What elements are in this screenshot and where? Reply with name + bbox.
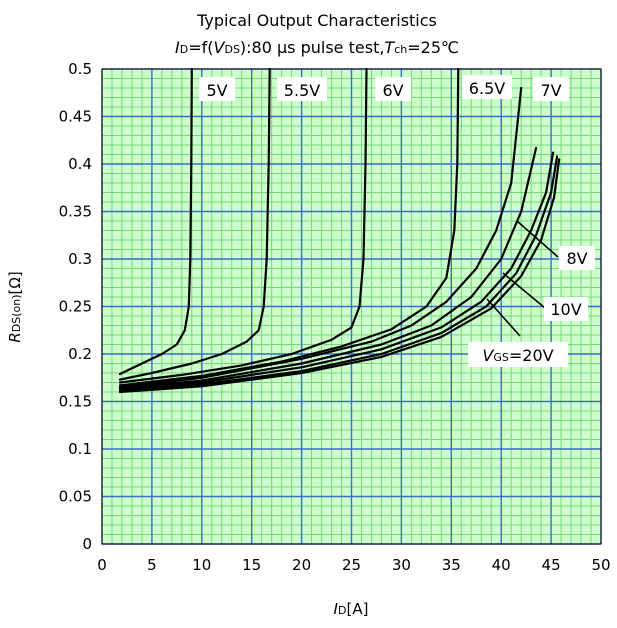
label-6v: 6V xyxy=(382,81,403,100)
x-tick-label: 25 xyxy=(342,556,361,574)
series-line-55V xyxy=(118,67,271,381)
x-tick-label: 5 xyxy=(147,556,157,574)
y-tick-label: 0.35 xyxy=(59,203,92,221)
ylabel-sub: DS(on) xyxy=(10,294,23,332)
x-tick-label: 0 xyxy=(97,556,107,574)
y-tick-label: 0 xyxy=(82,535,92,553)
series-line-curve-8 xyxy=(118,158,561,394)
label-vgs-val: =20V xyxy=(509,346,554,365)
x-axis-label: ID[A] xyxy=(334,600,369,618)
label-7v-box xyxy=(533,77,569,101)
subtitle-d: D xyxy=(180,43,188,56)
x-tick-label: 35 xyxy=(442,556,461,574)
label-55v-box xyxy=(277,77,327,101)
y-tick-label: 0.25 xyxy=(59,298,92,316)
label-10v: 10V xyxy=(550,300,581,319)
series-line-7V xyxy=(118,86,523,389)
x-tick-label: 30 xyxy=(392,556,411,574)
series-line-8V xyxy=(118,146,538,390)
label-7v: 7V xyxy=(540,81,561,100)
label-65v: 6.5V xyxy=(469,79,505,98)
series-line-curve-7 xyxy=(118,155,559,393)
x-tick-label: 50 xyxy=(591,556,610,574)
series-line-6V xyxy=(118,67,368,384)
xlabel-unit: [A] xyxy=(346,600,368,618)
plot-frame xyxy=(101,68,602,545)
y-tick-label: 0.05 xyxy=(59,488,92,506)
label-vgs-v: V xyxy=(482,346,494,365)
x-tick-label: 15 xyxy=(242,556,261,574)
subtitle-ds: DS xyxy=(224,43,239,56)
series-line-10V xyxy=(118,151,555,392)
subtitle-i: I xyxy=(175,38,180,57)
label-8v: 8V xyxy=(566,249,587,268)
label-vgs-sub: GS xyxy=(493,351,509,364)
label-20v-box xyxy=(468,342,568,367)
ylabel-r: R xyxy=(6,332,24,342)
label-5v-box xyxy=(199,77,235,101)
leader-8v xyxy=(516,220,559,258)
label-55v: 5.5V xyxy=(284,81,320,100)
subtitle-rest: ):80 µs pulse test, xyxy=(240,38,385,57)
y-axis-ticks: 0 0.05 0.1 0.15 0.2 0.25 0.3 0.35 0.4 0.45 0.5 xyxy=(59,60,92,553)
label-65v-box xyxy=(462,75,512,99)
chart-title: Typical Output Characteristics xyxy=(196,11,437,30)
x-tick-label: 20 xyxy=(292,556,311,574)
y-tick-label: 0.1 xyxy=(68,440,92,458)
label-6v-box xyxy=(375,77,411,101)
xlabel-sub: D xyxy=(338,604,346,617)
label-8v-box xyxy=(559,246,595,270)
y-tick-label: 0.2 xyxy=(68,345,92,363)
series-line-65V xyxy=(118,67,460,387)
y-tick-label: 0.45 xyxy=(59,108,92,126)
subtitle-temp: =25℃ xyxy=(407,38,459,57)
y-tick-label: 0.4 xyxy=(68,155,92,173)
x-tick-label: 10 xyxy=(192,556,211,574)
y-tick-label: 0.3 xyxy=(68,250,92,268)
y-tick-label: 0.5 xyxy=(68,60,92,78)
label-5v: 5V xyxy=(206,81,227,100)
x-tick-label: 45 xyxy=(542,556,561,574)
y-axis-label: RDS(on)[Ω] xyxy=(6,271,24,342)
curve-labels: 5V 5.5V 6V 6.5V 7V 8V 10V VGS=20V xyxy=(199,75,595,367)
subtitle-t: T xyxy=(384,38,395,57)
subtitle-f: =f( xyxy=(188,38,213,57)
x-axis-ticks: 0 5 10 15 20 25 30 35 40 45 50 xyxy=(97,556,610,574)
series-line-5V xyxy=(118,67,193,376)
leader-20v xyxy=(486,298,521,337)
series-lines xyxy=(118,67,561,394)
y-tick-label: 0.15 xyxy=(59,393,92,411)
label-vgs-20v: VGS=20V xyxy=(482,346,553,365)
x-tick-label: 40 xyxy=(492,556,511,574)
xlabel-i: I xyxy=(334,600,339,618)
ylabel-unit: [Ω] xyxy=(6,271,24,294)
label-10v-box xyxy=(544,297,588,321)
chart-subtitle: ID=f(VDS):80 µs pulse test,Tch=25℃ xyxy=(175,38,459,57)
subtitle-v: V xyxy=(214,38,226,57)
subtitle-ch: ch xyxy=(394,43,407,56)
